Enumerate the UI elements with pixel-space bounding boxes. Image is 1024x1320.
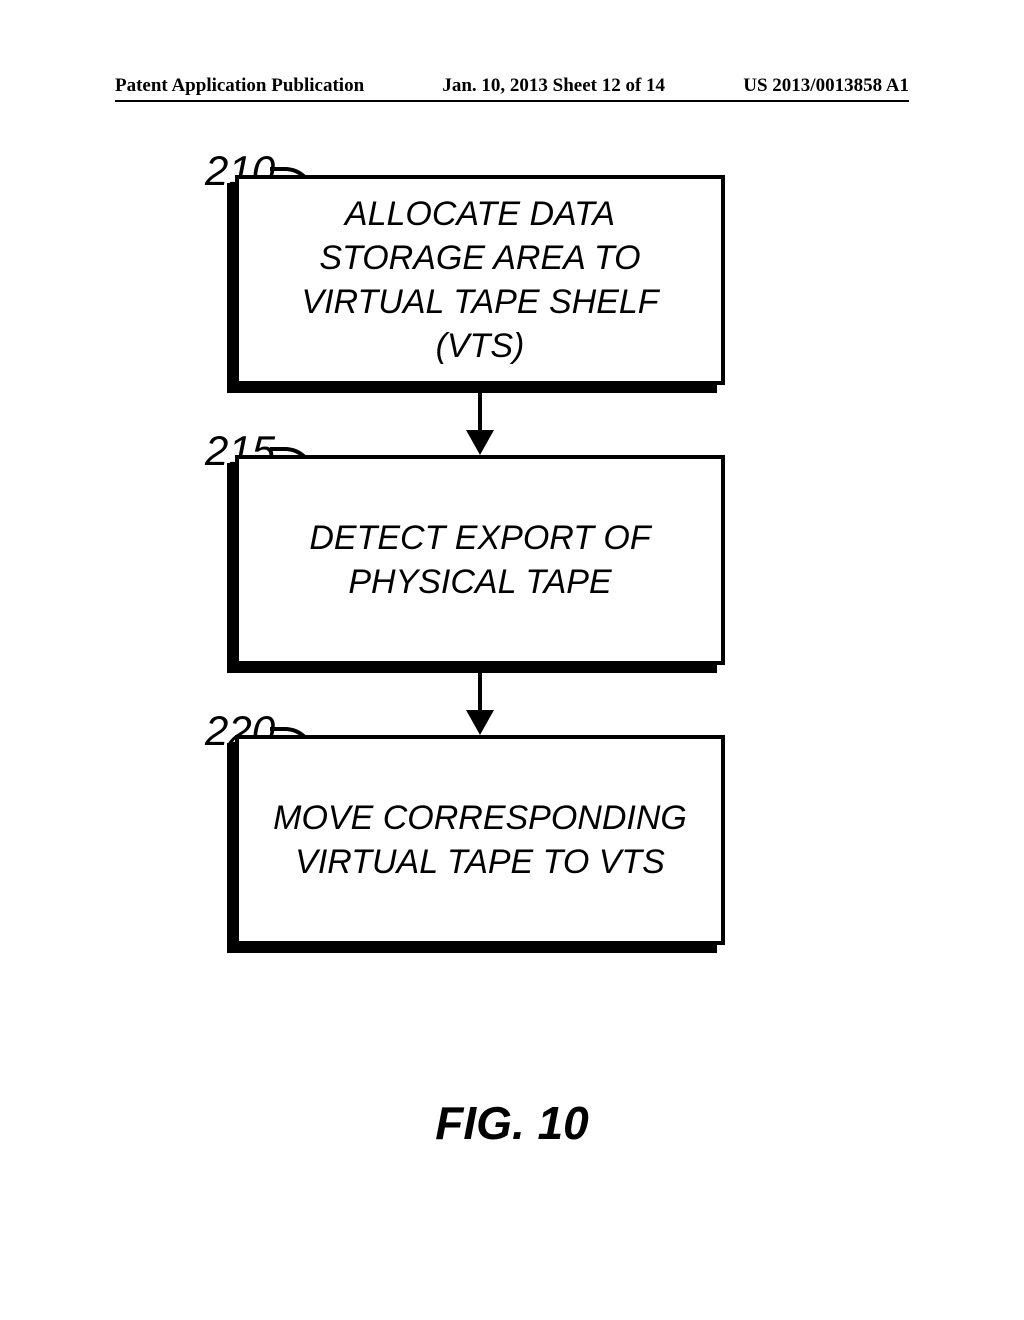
flowchart: 210 ALLOCATE DATA STORAGE AREA TO VIRTUA…	[195, 175, 755, 945]
header-center: Jan. 10, 2013 Sheet 12 of 14	[442, 75, 665, 97]
arrow-2	[235, 665, 725, 735]
box-220: MOVE CORRESPONDING VIRTUAL TAPE TO VTS	[235, 735, 725, 945]
page-header: Patent Application Publication Jan. 10, …	[115, 75, 909, 97]
header-divider	[115, 100, 909, 102]
arrow-head-1	[466, 430, 494, 455]
header-right: US 2013/0013858 A1	[743, 75, 909, 97]
box-wrapper-210: ALLOCATE DATA STORAGE AREA TO VIRTUAL TA…	[235, 175, 755, 385]
box-text-220: MOVE CORRESPONDING VIRTUAL TAPE TO VTS	[259, 796, 701, 884]
box-wrapper-215: DETECT EXPORT OF PHYSICAL TAPE	[235, 455, 755, 665]
box-text-215: DETECT EXPORT OF PHYSICAL TAPE	[259, 516, 701, 604]
box-210: ALLOCATE DATA STORAGE AREA TO VIRTUAL TA…	[235, 175, 725, 385]
figure-title: FIG. 10	[0, 1096, 1024, 1150]
arrow-head-2	[466, 710, 494, 735]
arrow-1	[235, 385, 725, 455]
box-wrapper-220: MOVE CORRESPONDING VIRTUAL TAPE TO VTS	[235, 735, 755, 945]
box-text-210: ALLOCATE DATA STORAGE AREA TO VIRTUAL TA…	[259, 192, 701, 369]
box-215: DETECT EXPORT OF PHYSICAL TAPE	[235, 455, 725, 665]
header-left: Patent Application Publication	[115, 75, 364, 97]
